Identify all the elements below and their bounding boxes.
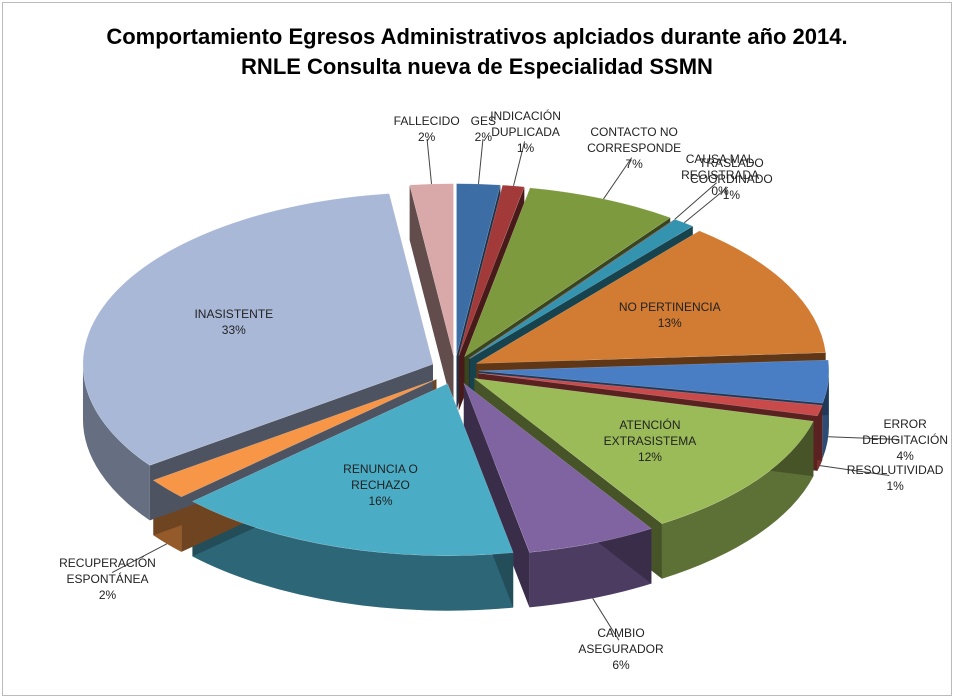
chart-title: Comportamiento Egresos Administrativos a…	[0, 22, 954, 82]
slice	[476, 230, 826, 364]
slice-label: FALLECIDO 2%	[394, 113, 460, 145]
leader-line	[819, 465, 890, 476]
value-label: 7%	[625, 157, 643, 172]
slice-tops	[82, 183, 830, 556]
slice-side	[192, 501, 514, 611]
slice-label: RENUNCIA O RECHAZO 16%	[316, 461, 446, 509]
slice-label: RECUPERACIÓN ESPONTÁNEA 2%	[42, 555, 172, 603]
slice-label: CONTACTO NO CORRESPONDE 7%	[569, 124, 699, 172]
slice-label: INASISTENTE 33%	[194, 306, 273, 338]
leader-line	[111, 543, 168, 573]
value-label: 1%	[886, 478, 904, 493]
slice-label: ERROR DEDIGITACIÓN 4%	[862, 416, 948, 464]
slice-label: CAMBIO ASEGURADOR 6%	[556, 625, 686, 673]
category-label: CAUSA MAL REGISTRADA	[681, 151, 760, 182]
category-label: CAMBIO ASEGURADOR	[578, 626, 664, 657]
category-label: INASISTENTE	[194, 306, 274, 321]
value-label: 2%	[418, 130, 436, 145]
category-label: ERROR DEDIGITACIÓN	[862, 417, 948, 448]
value-label: 12%	[637, 450, 662, 465]
slice-side	[82, 364, 150, 521]
value-label: 1%	[722, 188, 741, 203]
slice-label: CAUSA MAL REGISTRADA 0%	[655, 151, 785, 199]
value-label: 13%	[657, 316, 682, 331]
slice	[152, 378, 437, 498]
value-label: 33%	[221, 322, 246, 337]
slice-label: RESOLUTIVIDAD 1%	[847, 462, 944, 494]
category-label: INDICACIÓN DUPLICADA	[490, 108, 561, 139]
leader-line	[683, 186, 729, 224]
slice-label: GES 2%	[471, 113, 496, 145]
slice-label: NO PERTINENCIA 13%	[619, 299, 721, 331]
value-label: 16%	[368, 494, 393, 509]
slice	[478, 359, 830, 404]
slice-label: INDICACIÓN DUPLICADA 1%	[461, 108, 591, 156]
value-label: 0%	[711, 183, 729, 198]
category-label: NO PERTINENCIA	[618, 300, 721, 315]
leader-line	[674, 182, 717, 220]
value-label: 4%	[896, 449, 914, 464]
category-label: CONTACTO NO CORRESPONDE	[587, 125, 682, 156]
category-label: FALLECIDO	[393, 114, 460, 129]
slice	[82, 193, 434, 466]
leader-line	[513, 141, 526, 187]
slice	[191, 383, 514, 556]
category-label: TRASLADO COORDINADO	[690, 156, 773, 187]
value-label: 1%	[516, 140, 535, 155]
leaders	[111, 138, 900, 641]
category-label: GES	[470, 114, 496, 129]
slice-wall	[409, 184, 454, 411]
leader-line	[592, 598, 620, 641]
slice	[464, 187, 671, 358]
slice	[463, 382, 652, 553]
slice-label: TRASLADO COORDINADO 1%	[666, 155, 796, 203]
value-label: 2%	[98, 587, 117, 602]
title-line: Comportamiento Egresos Administrativos a…	[106, 24, 848, 49]
category-label: RESOLUTIVIDAD	[846, 462, 944, 477]
category-label: RECUPERACIÓN ESPONTÁNEA	[59, 555, 156, 586]
title-line: RNLE Consulta nueva de Especialidad SSMN	[241, 54, 713, 79]
slice-label: ATENCIÓN EXTRASISTEMA 12%	[585, 417, 715, 465]
category-label: RENUNCIA O RECHAZO	[343, 462, 418, 493]
leader-line	[426, 138, 433, 185]
slice-wall	[463, 383, 530, 608]
slice-side	[661, 421, 814, 579]
slice	[478, 372, 823, 417]
slice	[473, 378, 814, 524]
leader-line	[603, 157, 633, 200]
leader-line	[828, 436, 900, 441]
value-label: 6%	[612, 658, 630, 673]
slice	[458, 184, 525, 356]
category-label: ATENCIÓN EXTRASISTEMA	[603, 418, 697, 449]
leader-line	[477, 138, 484, 185]
value-label: 2%	[474, 130, 492, 145]
